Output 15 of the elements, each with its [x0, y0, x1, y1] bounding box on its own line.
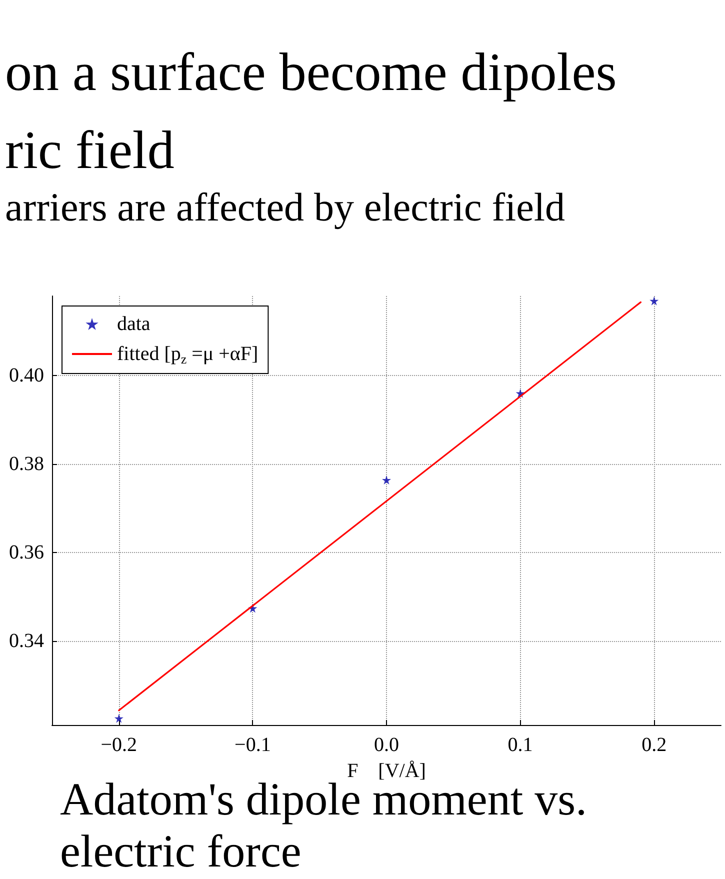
chart-title: on a surface become dipoles ric field — [5, 42, 630, 180]
y-tick-label: 0.36 — [9, 542, 44, 564]
point — [382, 475, 391, 484]
x-tick-label: −0.1 — [234, 734, 271, 756]
x-tick-label: 0.0 — [374, 734, 399, 756]
point — [650, 296, 659, 306]
x-tick-label: −0.2 — [100, 734, 138, 756]
point — [114, 714, 124, 723]
x-tick-label: 0.1 — [508, 734, 533, 756]
y-tick-label: 0.34 — [9, 630, 44, 652]
legend-label: data — [117, 313, 150, 335]
chart-subtitle: arriers are affected by electric field — [5, 184, 565, 230]
y-tick-label: 0.38 — [9, 453, 44, 476]
x-tick-label: 0.2 — [642, 734, 667, 756]
y-tick-label: 0.40 — [9, 364, 44, 387]
